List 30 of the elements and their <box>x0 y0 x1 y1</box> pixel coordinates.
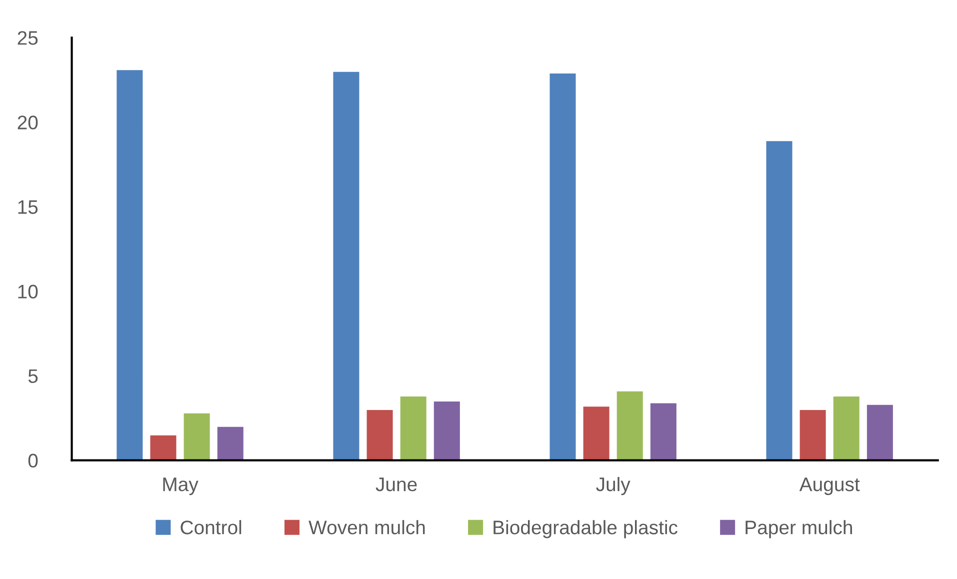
y-tick-label: 15 <box>18 200 38 214</box>
bar <box>650 402 678 460</box>
bar <box>182 412 211 460</box>
bar <box>798 409 827 460</box>
x-tick-label: August <box>799 478 860 496</box>
y-tick-label: 10 <box>18 284 38 298</box>
bar <box>548 72 577 460</box>
bar <box>765 140 794 460</box>
y-tick-label: 5 <box>28 369 38 384</box>
bar <box>616 390 644 460</box>
x-tick-label: July <box>596 476 630 496</box>
bar <box>832 396 860 460</box>
bar <box>216 426 244 460</box>
legend-label: Biodegradable plastic <box>494 520 678 538</box>
bar <box>433 400 461 460</box>
y-tick-label: 25 <box>18 31 38 45</box>
bar <box>399 396 428 460</box>
legend-label: Control <box>180 520 242 534</box>
bar <box>866 404 894 460</box>
legend-label: Paper mulch <box>746 520 852 538</box>
bar <box>582 406 610 460</box>
x-tick-label: June <box>376 478 417 492</box>
x-tick-label: May <box>163 478 198 496</box>
bar <box>366 409 394 460</box>
bar <box>149 434 178 460</box>
bar <box>116 69 144 460</box>
y-tick-label: 20 <box>18 116 38 130</box>
legend-label: Woven mulch <box>308 520 425 534</box>
y-tick-label: 0 <box>28 454 38 468</box>
bar <box>332 71 360 460</box>
